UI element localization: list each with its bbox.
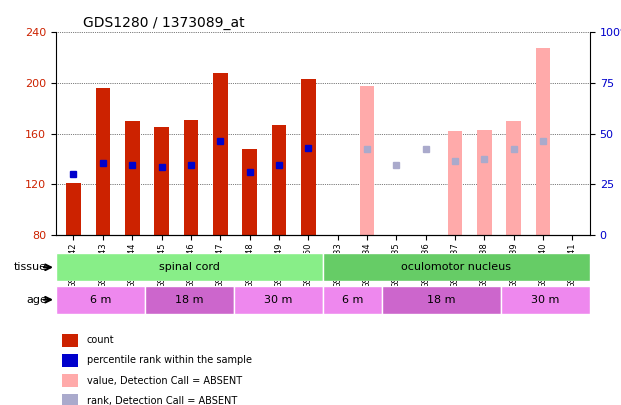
Text: 30 m: 30 m — [531, 295, 560, 305]
Bar — [61, 394, 78, 405]
Bar — [301, 79, 315, 235]
Bar — [506, 121, 521, 235]
Text: oculomotor nucleus: oculomotor nucleus — [401, 262, 512, 272]
Bar — [61, 334, 78, 347]
Bar — [125, 121, 140, 235]
Text: 6 m: 6 m — [89, 295, 111, 305]
Text: count: count — [87, 335, 115, 345]
FancyBboxPatch shape — [501, 286, 590, 314]
Bar — [61, 354, 78, 367]
Text: spinal cord: spinal cord — [159, 262, 220, 272]
FancyBboxPatch shape — [56, 286, 145, 314]
Bar — [213, 73, 227, 235]
Bar — [360, 85, 374, 235]
FancyBboxPatch shape — [323, 286, 383, 314]
Text: tissue: tissue — [14, 262, 47, 272]
Text: value, Detection Call = ABSENT: value, Detection Call = ABSENT — [87, 376, 242, 386]
Text: 18 m: 18 m — [175, 295, 204, 305]
Text: 18 m: 18 m — [427, 295, 456, 305]
FancyBboxPatch shape — [56, 253, 323, 281]
Text: 6 m: 6 m — [342, 295, 363, 305]
Text: percentile rank within the sample: percentile rank within the sample — [87, 356, 252, 365]
Bar — [477, 130, 492, 235]
Bar — [184, 120, 198, 235]
Bar — [66, 183, 81, 235]
Bar — [154, 127, 169, 235]
Text: age: age — [26, 295, 47, 305]
Bar — [61, 374, 78, 387]
FancyBboxPatch shape — [323, 253, 590, 281]
FancyBboxPatch shape — [145, 286, 234, 314]
Bar — [242, 149, 257, 235]
Bar — [96, 88, 110, 235]
FancyBboxPatch shape — [383, 286, 501, 314]
Bar — [536, 47, 550, 235]
Bar — [448, 131, 462, 235]
Bar — [271, 125, 286, 235]
FancyBboxPatch shape — [234, 286, 323, 314]
Text: rank, Detection Call = ABSENT: rank, Detection Call = ABSENT — [87, 396, 237, 405]
Text: 30 m: 30 m — [264, 295, 292, 305]
Text: GDS1280 / 1373089_at: GDS1280 / 1373089_at — [83, 16, 244, 30]
